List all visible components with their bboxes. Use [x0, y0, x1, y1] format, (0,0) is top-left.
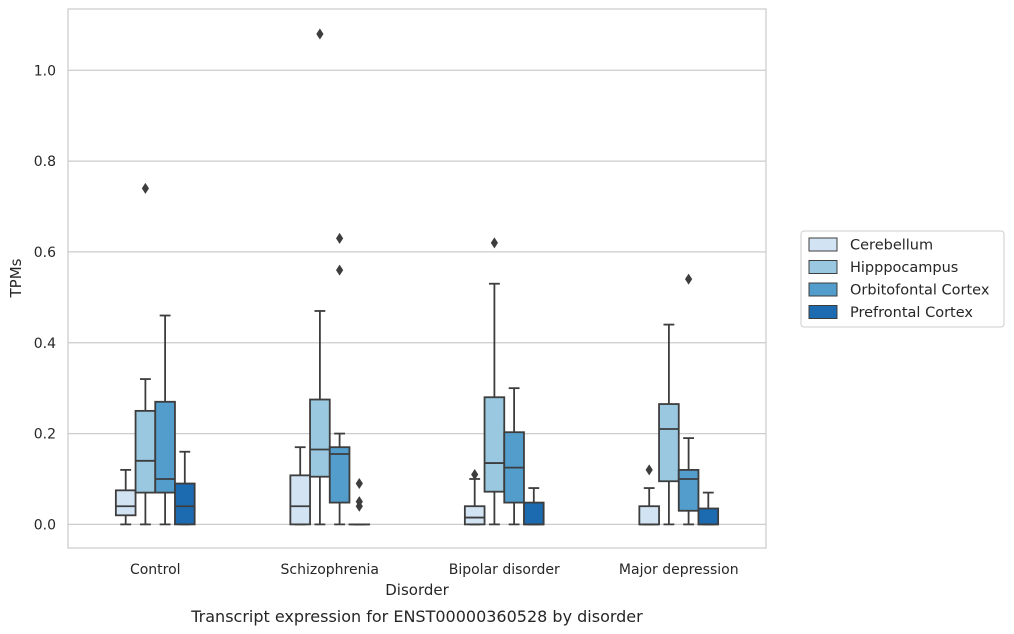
x-tick-label: Schizophrenia [281, 562, 379, 578]
box-group [463, 468, 486, 526]
legend-label: Cerebellum [850, 238, 933, 254]
outlier-point [645, 464, 653, 476]
y-tick-label: 0.8 [34, 154, 56, 170]
y-axis-title: TPMs [7, 258, 25, 298]
outlier-point [685, 273, 693, 285]
y-tick-label: 1.0 [34, 63, 56, 79]
box [483, 396, 506, 493]
boxes [114, 28, 720, 526]
box [134, 409, 157, 494]
box [174, 482, 196, 526]
outlier-point [355, 496, 363, 508]
box [328, 446, 351, 504]
outlier-point [336, 264, 344, 276]
box [154, 400, 176, 494]
outlier-point [141, 182, 149, 194]
outlier-point [336, 232, 344, 244]
legend-label: Hipppocampus [850, 260, 958, 276]
x-tick-label: Major depression [619, 562, 739, 578]
y-tick-label: 0.4 [34, 336, 56, 352]
y-tick-label: 0.2 [34, 427, 56, 443]
box-group [154, 314, 176, 526]
legend-frame [800, 230, 1005, 328]
box-group [348, 478, 371, 526]
box-group [658, 323, 680, 526]
box-group [677, 273, 700, 526]
box-group [309, 28, 331, 526]
outlier-point [471, 468, 479, 480]
legend-label: Prefrontal Cortex [850, 305, 973, 321]
box-group [697, 491, 720, 526]
outlier-point [490, 237, 498, 249]
box-group [289, 446, 311, 526]
box-group [638, 464, 660, 526]
outlier-point [316, 28, 324, 40]
chart-caption: Transcript expression for ENST0000036052… [190, 607, 643, 626]
box [697, 507, 720, 526]
box-group [174, 450, 196, 526]
x-tick-labels: Control Schizophrenia Bipolar disorder Majo… [130, 562, 739, 578]
legend: Cerebellum Hipppocampus Orbitofontal Corte… [800, 230, 1005, 328]
legend-swatch [808, 237, 838, 252]
box-group [483, 237, 506, 526]
legend-swatch [808, 282, 838, 297]
x-tick-label: Control [130, 562, 181, 578]
legend-swatch [808, 260, 838, 274]
box [289, 474, 311, 526]
legend-label: Orbitofontal Cortex [850, 283, 990, 299]
plot-frame [67, 8, 767, 549]
box [309, 398, 331, 478]
box-group [503, 387, 525, 526]
legend-swatch [808, 305, 838, 319]
box [677, 468, 700, 512]
x-tick-label: Bipolar disorder [449, 562, 560, 578]
y-tick-label: 0.6 [34, 245, 56, 261]
y-tick-labels: 0.0 0.2 0.4 0.6 0.8 1.0 [34, 63, 56, 533]
box [463, 505, 486, 526]
box-group [328, 232, 351, 526]
box-group [114, 468, 137, 526]
box [114, 489, 137, 517]
box-group [134, 182, 157, 526]
x-axis-title: Disorder [385, 581, 449, 599]
box [658, 403, 680, 483]
outlier-point [355, 478, 363, 490]
box [523, 501, 545, 526]
box [638, 505, 660, 526]
box-group [523, 487, 545, 526]
y-tick-label: 0.0 [34, 517, 56, 533]
